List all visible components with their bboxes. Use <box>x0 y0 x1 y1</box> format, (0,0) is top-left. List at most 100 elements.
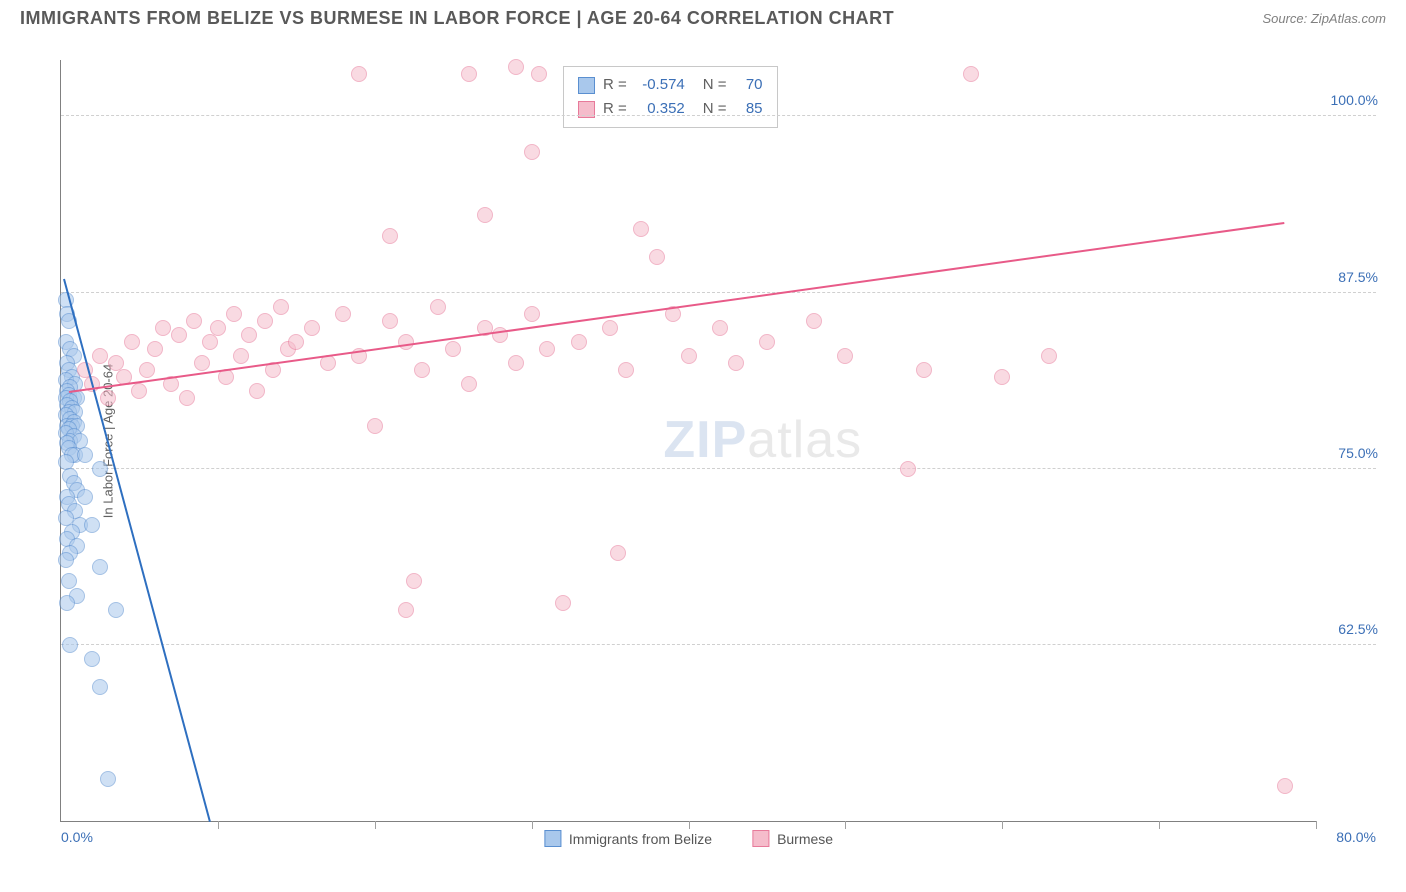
data-point <box>712 320 728 336</box>
data-point <box>226 306 242 322</box>
data-point <box>288 334 304 350</box>
trend-line <box>69 222 1285 393</box>
data-point <box>398 602 414 618</box>
data-point <box>539 341 555 357</box>
data-point <box>1041 348 1057 364</box>
data-point <box>249 383 265 399</box>
data-point <box>92 348 108 364</box>
data-point <box>335 306 351 322</box>
data-point <box>100 771 116 787</box>
data-point <box>241 327 257 343</box>
data-point <box>1277 778 1293 794</box>
data-point <box>367 418 383 434</box>
x-tick <box>532 821 533 829</box>
data-point <box>900 461 916 477</box>
data-point <box>508 59 524 75</box>
data-point <box>571 334 587 350</box>
data-point <box>77 489 93 505</box>
data-point <box>108 602 124 618</box>
y-tick-label: 87.5% <box>1338 269 1378 285</box>
x-axis-min-label: 0.0% <box>61 829 93 845</box>
data-point <box>445 341 461 357</box>
data-point <box>398 334 414 350</box>
data-point <box>92 679 108 695</box>
correlation-stats-box: R =-0.574N =70R =0.352N =85 <box>563 66 778 128</box>
data-point <box>202 334 218 350</box>
data-point <box>84 651 100 667</box>
data-point <box>210 320 226 336</box>
chart-title: IMMIGRANTS FROM BELIZE VS BURMESE IN LAB… <box>20 8 894 29</box>
watermark-part1: ZIP <box>663 411 747 469</box>
data-point <box>681 348 697 364</box>
chart-container: In Labor Force | Age 20-64 0.0% 80.0% ZI… <box>20 40 1386 862</box>
data-point <box>147 341 163 357</box>
data-point <box>531 66 547 82</box>
data-point <box>351 66 367 82</box>
x-tick <box>689 821 690 829</box>
data-point <box>618 362 634 378</box>
data-point <box>179 390 195 406</box>
data-point <box>477 207 493 223</box>
stats-r-value: 0.352 <box>635 97 685 121</box>
stats-n-value: 85 <box>735 97 763 121</box>
legend: Immigrants from Belize Burmese <box>544 830 833 847</box>
watermark-part2: atlas <box>747 411 862 469</box>
stats-n-label: N = <box>703 97 727 121</box>
data-point <box>649 249 665 265</box>
source-attribution: Source: ZipAtlas.com <box>1262 11 1386 26</box>
data-point <box>304 320 320 336</box>
data-point <box>414 362 430 378</box>
data-point <box>131 383 147 399</box>
data-point <box>916 362 932 378</box>
y-tick-label: 75.0% <box>1338 445 1378 461</box>
trend-line <box>63 279 211 822</box>
y-tick-label: 100.0% <box>1331 92 1378 108</box>
data-point <box>555 595 571 611</box>
gridline <box>61 644 1376 645</box>
x-tick <box>845 821 846 829</box>
data-point <box>257 313 273 329</box>
data-point <box>633 221 649 237</box>
data-point <box>430 299 446 315</box>
stats-row: R =-0.574N =70 <box>578 73 763 97</box>
legend-label: Burmese <box>777 831 833 847</box>
data-point <box>610 545 626 561</box>
data-point <box>406 573 422 589</box>
data-point <box>77 447 93 463</box>
data-point <box>233 348 249 364</box>
data-point <box>382 228 398 244</box>
data-point <box>92 461 108 477</box>
x-tick <box>1159 821 1160 829</box>
x-tick <box>1316 821 1317 829</box>
legend-label: Immigrants from Belize <box>569 831 712 847</box>
x-tick <box>218 821 219 829</box>
data-point <box>837 348 853 364</box>
data-point <box>602 320 618 336</box>
legend-swatch <box>544 830 561 847</box>
data-point <box>171 327 187 343</box>
data-point <box>62 637 78 653</box>
stats-swatch <box>578 77 595 94</box>
data-point <box>58 552 74 568</box>
x-axis-max-label: 80.0% <box>1336 829 1376 845</box>
plot-area: In Labor Force | Age 20-64 0.0% 80.0% ZI… <box>60 60 1316 822</box>
stats-r-value: -0.574 <box>635 73 685 97</box>
data-point <box>194 355 210 371</box>
data-point <box>155 320 171 336</box>
data-point <box>759 334 775 350</box>
data-point <box>524 306 540 322</box>
data-point <box>806 313 822 329</box>
x-tick <box>1002 821 1003 829</box>
data-point <box>100 390 116 406</box>
data-point <box>728 355 744 371</box>
legend-item: Immigrants from Belize <box>544 830 712 847</box>
gridline <box>61 468 1376 469</box>
stats-r-label: R = <box>603 97 627 121</box>
data-point <box>92 559 108 575</box>
data-point <box>508 355 524 371</box>
stats-r-label: R = <box>603 73 627 97</box>
data-point <box>994 369 1010 385</box>
gridline <box>61 292 1376 293</box>
data-point <box>186 313 202 329</box>
data-point <box>524 144 540 160</box>
